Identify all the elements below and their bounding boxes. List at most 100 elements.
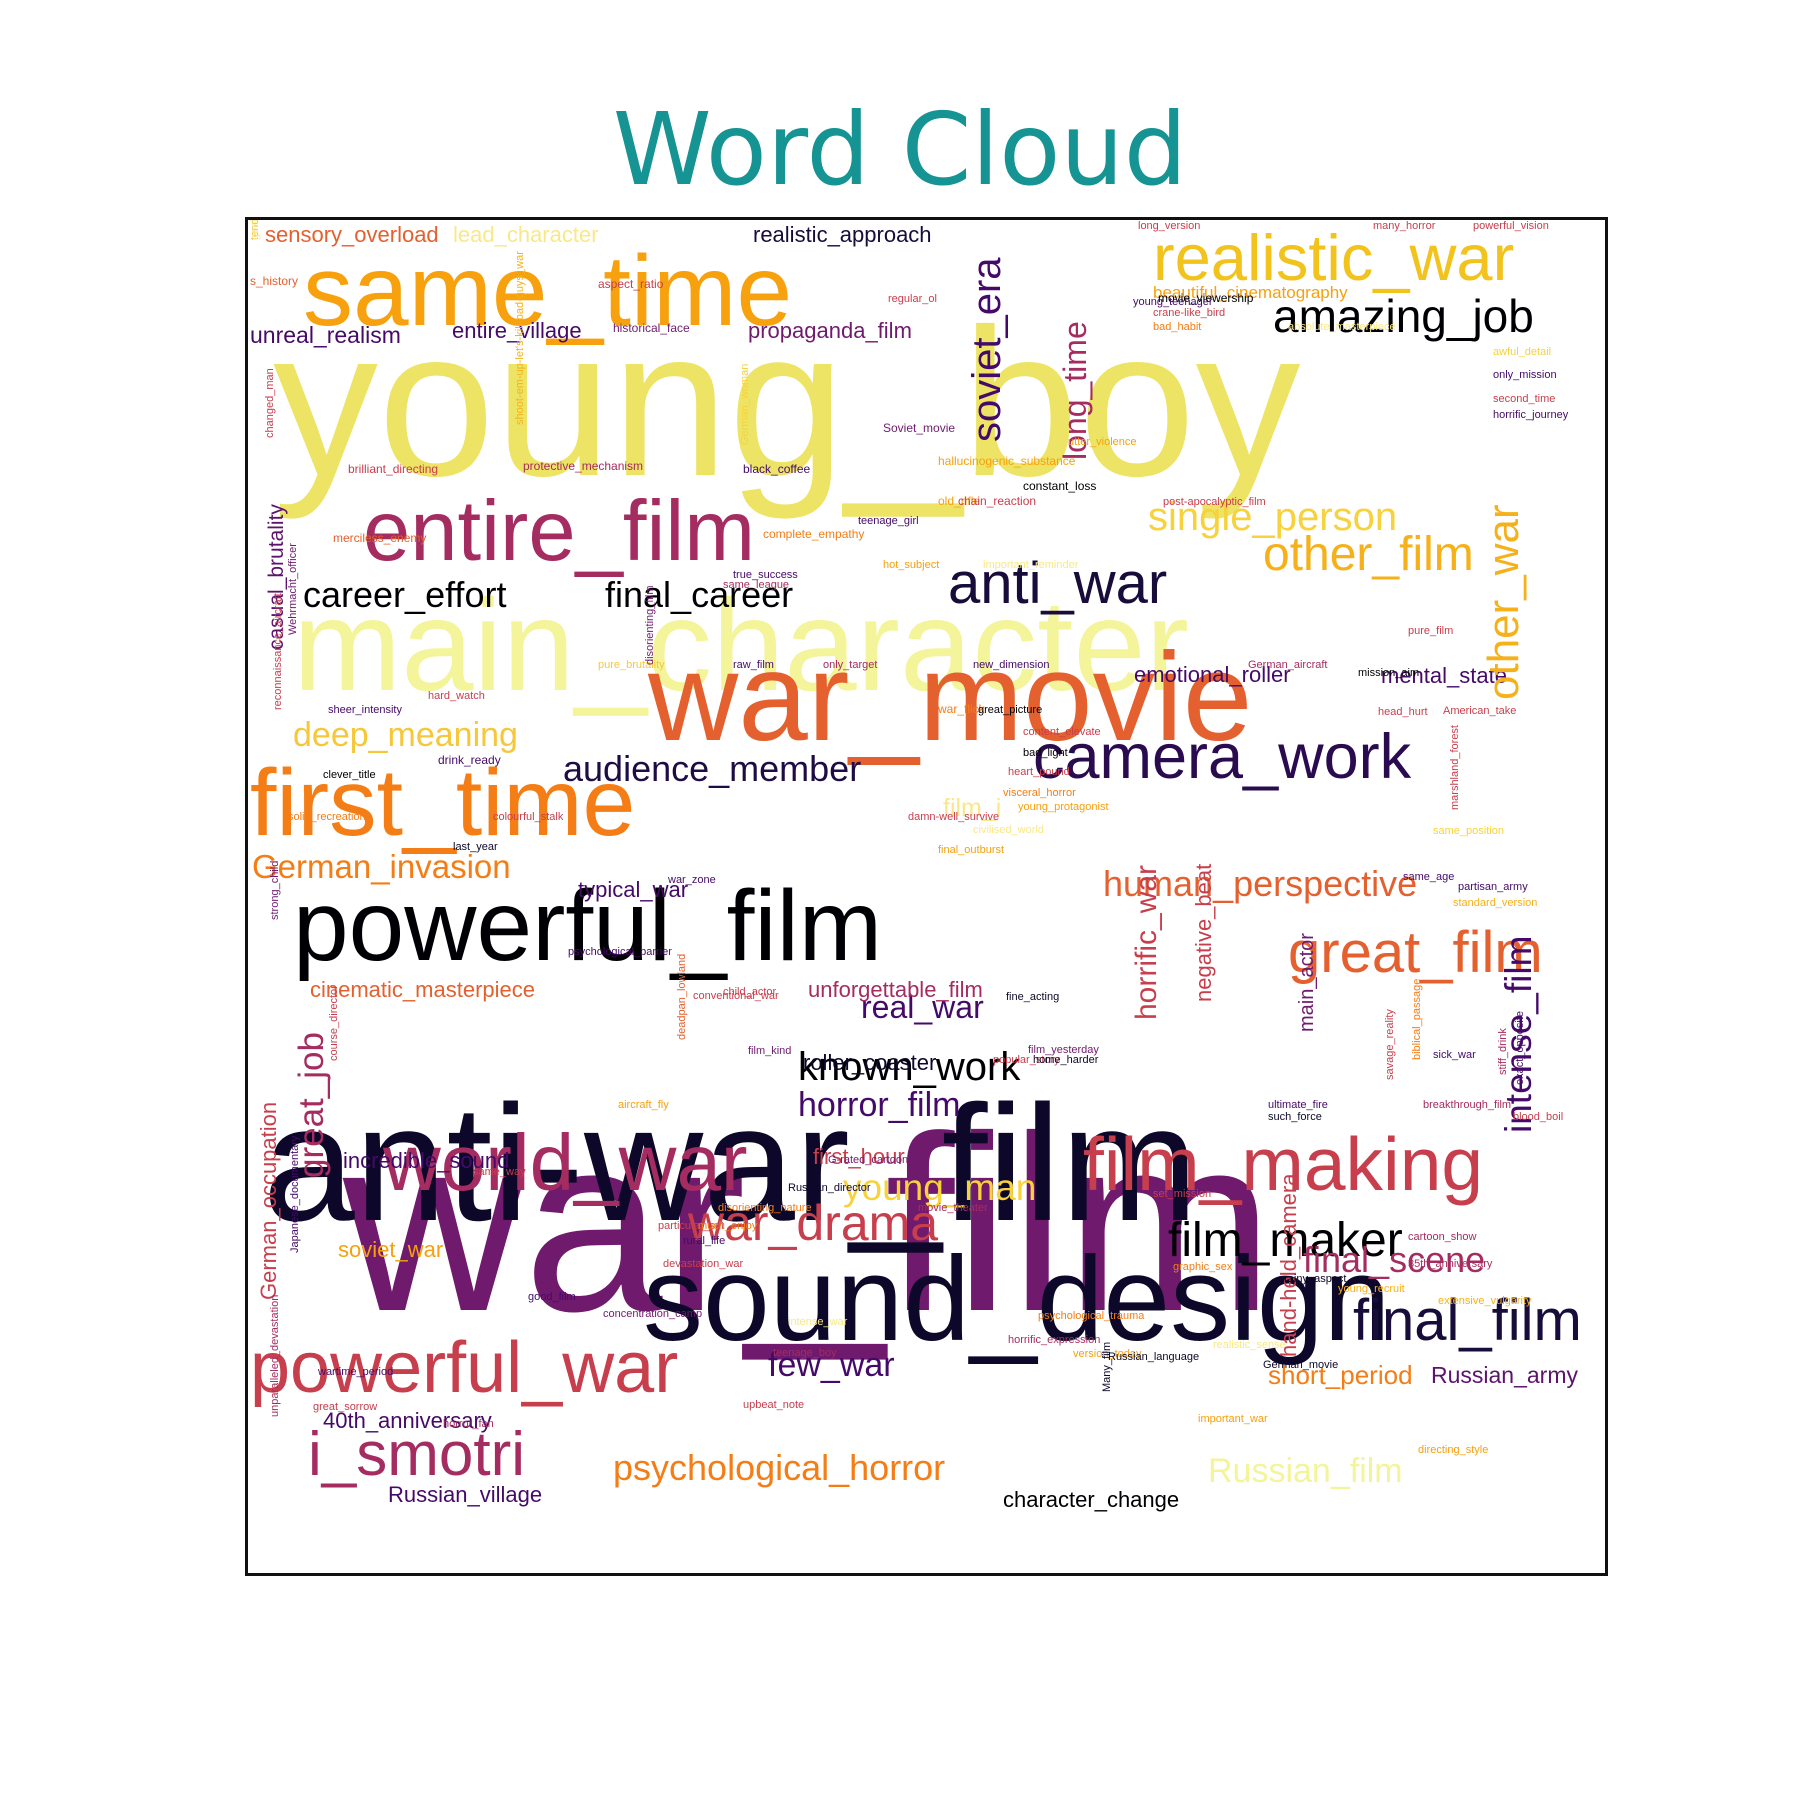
word-russian-film: Russian_film xyxy=(1208,1452,1403,1490)
word-important-war: important_war xyxy=(1198,1413,1268,1425)
word-wartime-period: wartime_period xyxy=(317,1366,393,1378)
word-gentle-mark: gentle_mark xyxy=(249,220,261,240)
word-horrific-expression: horrific_expression xyxy=(1008,1334,1100,1346)
word-drink-ready: drink_ready xyxy=(438,753,501,767)
word-other-war: other_war xyxy=(1479,504,1528,700)
word-final-outburst: final_outburst xyxy=(938,844,1004,856)
word-young-recruit: young_recruit xyxy=(1338,1283,1405,1295)
word-war-zone: war_zone xyxy=(667,874,716,886)
word-brilliant-directing: brilliant_directing xyxy=(348,462,438,476)
word-strong-child: strong_child xyxy=(269,861,281,920)
word-biblical-passage: biblical_passage xyxy=(1411,979,1423,1060)
chart-title: Word Cloud xyxy=(612,91,1188,208)
word-cinematic-masterpiece: cinematic_masterpiece xyxy=(310,977,535,1002)
word-war-drama: war_drama xyxy=(687,1195,938,1251)
word-standard-version: standard_version xyxy=(1453,897,1537,909)
word-visceral-horror: visceral_horror xyxy=(1003,787,1076,799)
word-russian-language: Russian_language xyxy=(1108,1351,1199,1363)
word-typical-war: typical_war xyxy=(578,877,688,902)
word-psychological-horror: psychological_horror xyxy=(613,1447,945,1488)
word-raw-film: raw_film xyxy=(733,659,774,671)
word-final-career: final_career xyxy=(605,574,793,615)
word-great-film: great_film xyxy=(1288,920,1543,985)
word-post-apocalyptic-film: post-apocalyptic_film xyxy=(1163,496,1266,508)
word-sheer-intensity: sheer_intensity xyxy=(328,704,402,716)
word-tender-age: tender_age xyxy=(249,220,261,240)
word-camera-work: camera_work xyxy=(1033,722,1412,792)
word-mission-aim: mission_aim xyxy=(1358,667,1419,679)
word-short-period: short_period xyxy=(1268,1360,1413,1390)
word-anti-war: anti_war xyxy=(948,551,1167,616)
word-final-film: final_film xyxy=(1353,1288,1582,1353)
word-bad-light: bad_light xyxy=(1023,747,1068,759)
word-same-position: same_position xyxy=(1433,825,1504,837)
word-horror-fan: horror_fan xyxy=(443,1418,494,1430)
word-entire-film: entire_film xyxy=(363,484,755,579)
word-only-target: only_target xyxy=(823,659,877,671)
word-civilised-world: civilised_world xyxy=(973,824,1044,836)
word-version-today: version_today xyxy=(1073,1348,1142,1360)
word-breakthrough-film: breakthrough_film xyxy=(1423,1099,1511,1111)
word-directing-style: directing_style xyxy=(1418,1444,1488,1456)
word-film-i: film_i xyxy=(943,794,1001,822)
word-absolute-masterpiece: absolute_masterpiece xyxy=(1288,321,1396,333)
word-upbeat-note: upbeat_note xyxy=(743,1399,804,1411)
word-same-league: same_league xyxy=(723,579,789,591)
word-many-film: Many_film xyxy=(1101,1342,1113,1392)
word-constant-loss: constant_loss xyxy=(1023,479,1096,493)
word-deadpan-lowland: deadpan_lowland xyxy=(676,954,688,1040)
word-world-war: world_war xyxy=(382,1118,748,1207)
word-pure-brutality: pure_brutality xyxy=(598,659,665,671)
word-film-kind: film_kind xyxy=(748,1045,791,1057)
word-regular-ol: regular_ol xyxy=(888,293,937,305)
word-known-work: known_work xyxy=(798,1045,1021,1089)
word-savage-reality: savage_reality xyxy=(1384,1009,1396,1080)
word-roller-coaster: roller_coaster xyxy=(803,1050,936,1075)
word-german-invasion: German_invasion xyxy=(252,848,511,885)
word-popular-story: popular_story xyxy=(993,1054,1060,1066)
word-unforgettable-film: unforgettable_film xyxy=(808,977,983,1002)
word-incredible-sound: incredible_sound xyxy=(343,1148,509,1173)
word-concentration-camp: concentration_camp xyxy=(603,1308,702,1320)
word-new-dimension: new_dimension xyxy=(973,659,1049,671)
word-great-picture: great_picture xyxy=(978,704,1042,716)
word-realistic-approach: realistic_approach xyxy=(753,222,932,247)
word-old-rifle: old_rifle xyxy=(938,494,980,508)
word-sensory-overload: sensory_overload xyxy=(265,222,439,247)
word-mental-state: mental_state xyxy=(1381,663,1507,688)
word-partisan-army: partisan_army xyxy=(1458,881,1528,893)
word-unreal-realism: unreal_realism xyxy=(250,322,401,348)
word-blood-boil: blood_boil xyxy=(1513,1111,1563,1123)
word-same-age: same_age xyxy=(1403,871,1454,883)
word-russian-army: Russian_army xyxy=(1431,1362,1578,1388)
word-propaganda-film: propaganda_film xyxy=(748,318,912,343)
word-damn-well-survive: damn-well_survive xyxy=(908,811,999,823)
word-such-force: such_force xyxy=(1268,1111,1322,1123)
word-wehrmacht-officer: Wehrmacht_officer xyxy=(287,543,299,635)
word-horrific-journey: horrific_journey xyxy=(1493,409,1569,421)
word-disorienting-film: disorienting_film xyxy=(644,586,656,665)
word-sick-war: sick_war xyxy=(1433,1049,1476,1061)
word-good-film: good_film xyxy=(528,1291,576,1303)
word-extensive-vulgarity: extensive_vulgarity xyxy=(1438,1295,1532,1307)
word-unparalleled-devastation: unparalleled_devastation xyxy=(269,1295,281,1417)
word-amazing-job: amazing_job xyxy=(1273,290,1534,342)
word-teenage-girl: teenage_girl xyxy=(858,515,919,527)
word-powerful-film: powerful_film xyxy=(293,870,882,982)
word-war-film: war_film xyxy=(342,1084,1274,1363)
word-course-director: course_director xyxy=(328,985,340,1061)
word-chain-reaction: chain_reaction xyxy=(958,494,1036,508)
word-main-actor: main_actor xyxy=(1296,933,1318,1032)
word-young-protagonist: young_protagonist xyxy=(1018,801,1109,813)
word-long-version: long_version xyxy=(1138,220,1200,232)
word-great-sorrow: great_sorrow xyxy=(313,1401,377,1413)
word-russian-director: Russian_director xyxy=(788,1182,871,1194)
word-german-woman: German_woman xyxy=(739,364,751,445)
word-other-film: other_film xyxy=(1263,528,1474,581)
word-powerful-vision: powerful_vision xyxy=(1473,220,1549,232)
word-s-history: s_history xyxy=(250,274,298,288)
word-pure-film: pure_film xyxy=(1408,625,1453,637)
word-final-scene: final_scene xyxy=(1303,1239,1485,1280)
word-soviet-war: soviet_war xyxy=(338,1237,443,1262)
word-young-teenager: young_teenager xyxy=(1133,296,1213,308)
